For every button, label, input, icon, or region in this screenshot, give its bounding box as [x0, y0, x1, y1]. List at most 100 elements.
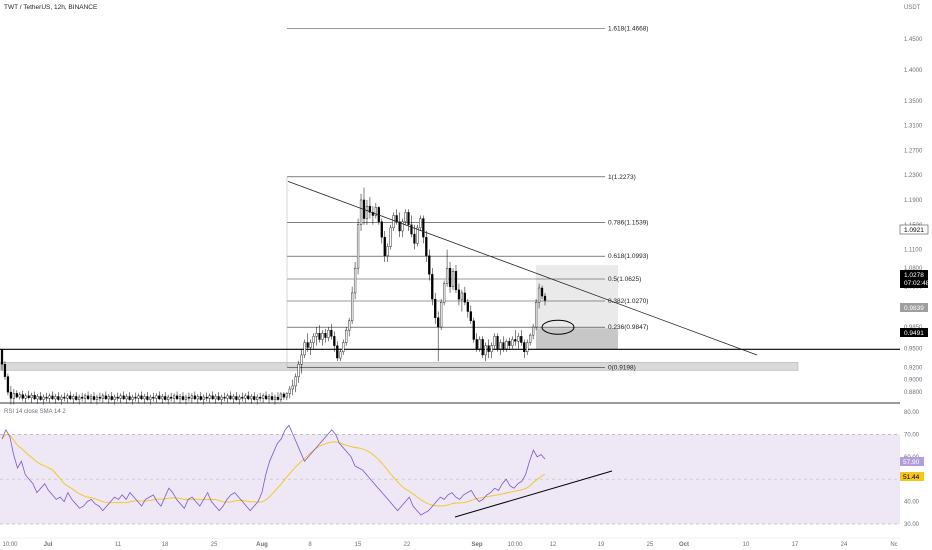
rsi-tick-label: 30.00 — [904, 522, 920, 528]
candle-body — [371, 212, 375, 216]
candle-body — [116, 396, 119, 399]
candle-body — [466, 302, 469, 312]
candle-body — [134, 396, 137, 399]
candle-body — [374, 207, 377, 216]
candle-body — [389, 227, 392, 247]
price-axis: 1.4500 1.4000 1.3500 1.3100 1.2700 1.2300 1.19… — [904, 37, 923, 396]
badge-text: 51.44 — [903, 474, 920, 481]
candle-body — [167, 396, 170, 400]
badge-0-9839: 0.9839 — [900, 303, 928, 312]
candle-body — [175, 395, 179, 400]
rsi-tick-label: 40.00 — [904, 500, 920, 506]
time-tick-label: 10 — [743, 542, 750, 548]
candle-body — [499, 342, 502, 349]
fib-level-label: 0.382(1.0270) — [608, 298, 648, 305]
symbol-title: TWT / TetherUS, 12h, BINANCE — [4, 4, 98, 11]
candle-body — [540, 287, 544, 297]
candle-body — [505, 341, 508, 349]
candle-body — [190, 395, 194, 399]
candle-body — [448, 267, 452, 287]
candle-body — [152, 396, 155, 399]
candle-body — [45, 396, 48, 399]
candle-body — [392, 215, 395, 229]
candle-body — [137, 395, 140, 399]
time-tick-label: 18 — [162, 542, 169, 548]
candle-body — [229, 395, 232, 400]
candle-body — [437, 317, 440, 328]
support-zone — [0, 362, 799, 371]
fib-level-label: 0.618(1.0993) — [608, 253, 648, 260]
candle-body — [170, 396, 173, 399]
rsi-title: RSI 14 close SMA 14 2 — [4, 409, 66, 415]
candle-body — [484, 345, 487, 356]
candle-body — [66, 395, 69, 399]
candle-body — [78, 396, 81, 400]
candle-body — [0, 349, 4, 365]
candle-body — [155, 395, 158, 399]
candle-body — [407, 212, 410, 225]
candle-body — [318, 333, 321, 340]
candle-body — [247, 395, 250, 400]
time-tick-label: 25 — [647, 542, 654, 548]
candle-body — [312, 336, 315, 343]
candle-body — [18, 394, 21, 398]
candle-body — [253, 396, 256, 400]
candle-body — [537, 287, 541, 303]
candle-body — [122, 395, 125, 400]
time-tick-label: 11 — [115, 542, 122, 548]
fib-retracement[interactable]: 1.618(1.4668) 1(1.2273) 0.786(1.1539) 0.618… — [286, 25, 648, 371]
candle-body — [193, 395, 196, 400]
fib-level-label: 1(1.2273) — [608, 174, 636, 181]
candle-body — [395, 215, 398, 222]
candle-body — [92, 396, 96, 400]
price-tick-label: 1.2300 — [904, 173, 923, 179]
fib-level-label: 1.618(1.4668) — [608, 25, 648, 32]
candle-body — [285, 393, 288, 398]
candle-body — [434, 298, 437, 318]
candle-body — [128, 396, 131, 400]
time-tick-label: 8 — [308, 542, 312, 548]
candle-body — [463, 292, 467, 303]
candle-body — [472, 320, 475, 340]
candle-body — [125, 396, 128, 400]
countdown-text: 07:02:48 — [904, 280, 930, 287]
rsi-trendline[interactable] — [454, 470, 613, 518]
candle-body — [95, 396, 99, 400]
ellipse-annotation[interactable] — [541, 319, 575, 335]
candle-body — [306, 342, 309, 348]
candle-body — [119, 395, 122, 399]
candle-body — [48, 395, 51, 399]
candle-body — [158, 395, 161, 400]
candle-body — [469, 311, 472, 322]
candle-body — [321, 333, 324, 340]
time-tick-label: 24 — [841, 542, 848, 548]
price-pane[interactable] — [0, 0, 900, 402]
candle-body — [279, 393, 283, 400]
descending-trendline[interactable] — [287, 180, 758, 356]
candle-body — [104, 395, 107, 400]
time-axis: 10:00 Jul 11 18 25 Aug 8 15 22 Sep 10:00 12 19 25 Oct 1… — [2, 542, 897, 548]
candle-body — [422, 218, 425, 238]
candle-body — [113, 396, 116, 400]
candle-body — [303, 342, 306, 356]
candle-body — [241, 396, 244, 399]
candle-body — [534, 302, 538, 328]
candle-body — [342, 342, 345, 353]
rsi-tick-label: 70.00 — [904, 432, 920, 438]
price-tick-label: 0.9000 — [904, 378, 923, 384]
candle-body — [256, 396, 259, 400]
candle-body — [315, 333, 318, 337]
candle-body — [478, 339, 481, 349]
candle-body — [365, 205, 369, 219]
candle-body — [12, 393, 15, 399]
candle-body — [460, 292, 464, 300]
candle-body — [419, 218, 422, 229]
candle-body — [143, 396, 146, 400]
candle-body — [454, 271, 458, 291]
candle-body — [416, 227, 419, 244]
candle-body — [146, 396, 149, 400]
candle-body — [401, 221, 404, 232]
candle-body — [51, 395, 54, 400]
rsi-pane[interactable]: RSI 14 close SMA 14 2 80.0070.0060.0050.… — [0, 409, 924, 528]
